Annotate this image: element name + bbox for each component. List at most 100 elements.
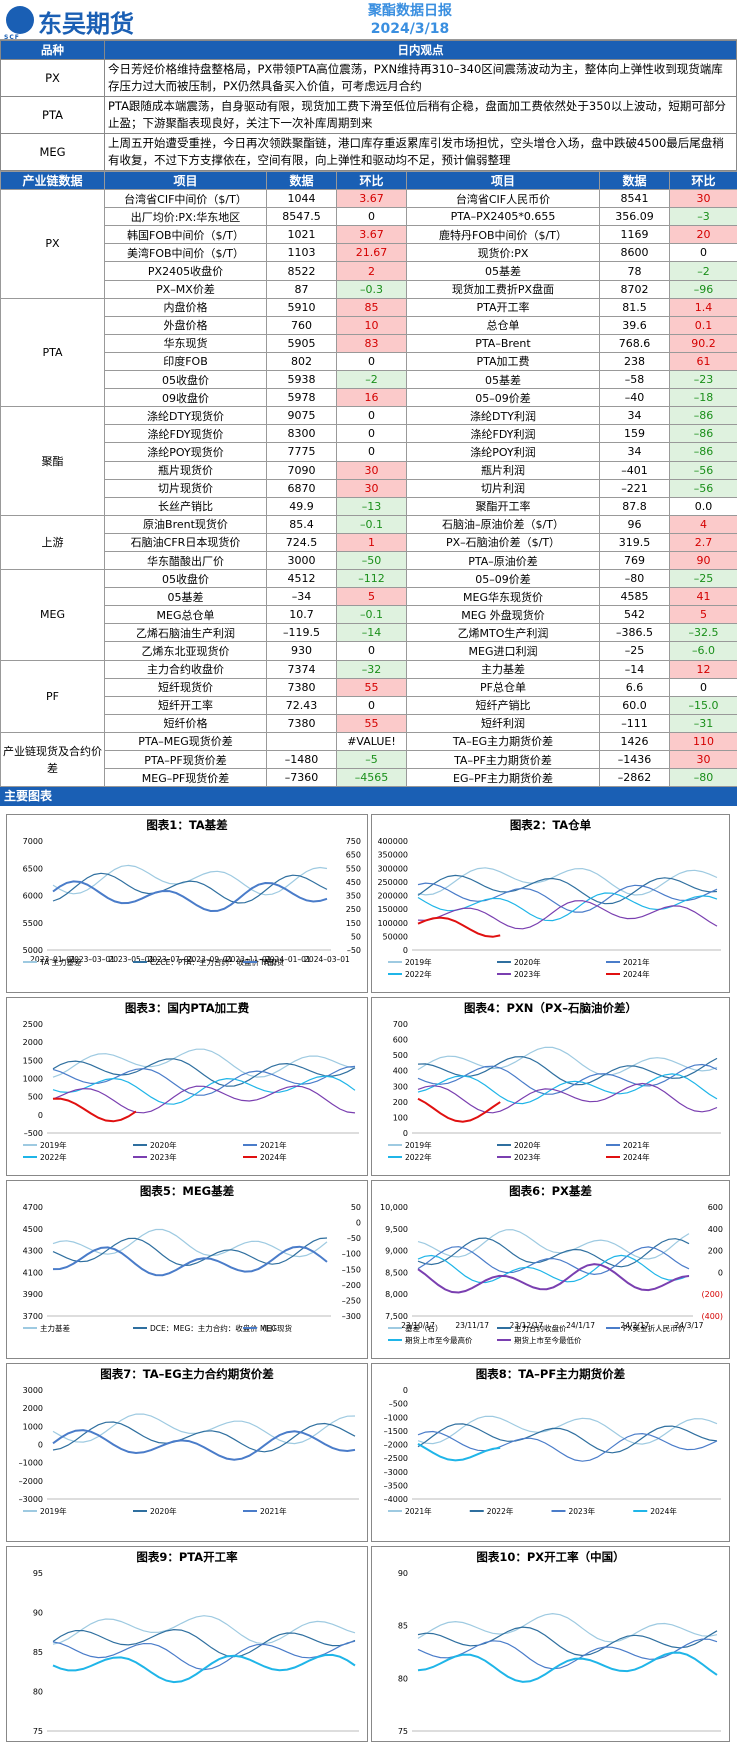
item-change: 5: [337, 588, 407, 606]
item-change: 83: [337, 334, 407, 352]
item-name: PTA–Brent: [407, 334, 600, 352]
y-tick-label: 8,000: [385, 1290, 408, 1299]
item-name: 石脑油–原油价差（$/T）: [407, 515, 600, 533]
item-value: 39.6: [600, 316, 670, 334]
y-tick-label: –3500: [384, 1482, 408, 1491]
y-tick-label: 6500: [23, 864, 43, 873]
chart-canvas: 470045004300410039003700500–50–100–150–2…: [13, 1201, 363, 1354]
y-tick-label: 50000: [383, 933, 408, 942]
item-name: MEG 外盘现货价: [407, 606, 600, 624]
y-tick-label: 150000: [378, 905, 408, 914]
item-name: 石脑油CFR日本现货价: [105, 533, 267, 551]
item-value: 96: [600, 515, 670, 533]
item-name: 短纤利润: [407, 714, 600, 732]
item-value: –386.5: [600, 624, 670, 642]
item-value: 4512: [267, 570, 337, 588]
item-change: –3: [670, 208, 737, 226]
item-change: –86: [670, 443, 737, 461]
legend-label: 2020年: [150, 1140, 177, 1150]
series-line: [418, 1084, 717, 1113]
series-line: [53, 1641, 355, 1669]
y-tick-label: 2000: [23, 1038, 43, 1047]
item-name: 05收盘价: [105, 371, 267, 389]
y-tick-label: 0: [38, 1111, 43, 1120]
item-change: 30: [337, 479, 407, 497]
item-change: –23: [670, 371, 737, 389]
item-change: 5: [670, 606, 737, 624]
item-change: 0: [337, 425, 407, 443]
y-right-tick-label: 200: [708, 1247, 723, 1256]
item-name: 华东现货: [105, 334, 267, 352]
item-change: #VALUE!: [337, 732, 407, 750]
y-tick-label: –2000: [384, 1441, 408, 1450]
item-value: 5905: [267, 334, 337, 352]
y-right-tick-label: 400: [708, 1225, 723, 1234]
brand-name: 东吴期货: [38, 4, 134, 39]
y-tick-label: 7000: [23, 837, 43, 846]
chart-title: 图表2：TA仓单: [372, 817, 729, 833]
y-tick-label: 90: [33, 1609, 43, 1618]
y-right-tick-label: –50: [347, 1234, 361, 1243]
view-category: PX: [1, 60, 105, 97]
y-tick-label: –500: [389, 1400, 408, 1409]
y-right-tick-label: 750: [346, 837, 361, 846]
y-tick-label: –2000: [19, 1477, 43, 1486]
item-name: PF总仓单: [407, 678, 600, 696]
item-change: 3.67: [337, 226, 407, 244]
y-tick-label: 1500: [23, 1057, 43, 1066]
y-tick-label: 600: [393, 1036, 408, 1045]
legend-label: 2022年: [487, 1506, 514, 1516]
item-change: 3.67: [337, 190, 407, 208]
chart-title: 图表7：TA–EG主力合约期货价差: [7, 1366, 367, 1382]
y-tick-label: 100000: [378, 919, 408, 928]
item-value: 769: [600, 551, 670, 569]
y-tick-label: 90: [398, 1569, 408, 1578]
chart-canvas: 10,0009,5009,0008,5008,0007,500600400200…: [378, 1201, 725, 1354]
section-name: 上游: [1, 515, 105, 569]
item-name: MEG总仓单: [105, 606, 267, 624]
series-line: [53, 1049, 355, 1077]
item-name: 印度FOB: [105, 352, 267, 370]
item-name: 鹿特丹FOB中间价（$/T）: [407, 226, 600, 244]
y-tick-label: 2000: [23, 1404, 43, 1413]
view-category: PTA: [1, 97, 105, 134]
item-change: 0: [337, 642, 407, 660]
legend-label: PX美金折人民币价: [623, 1323, 686, 1333]
item-change: –86: [670, 425, 737, 443]
legend-label: 2022年: [405, 1152, 432, 1162]
chart-title: 图表3：国内PTA加工费: [7, 1000, 367, 1016]
item-name: 乙烯MTO生产利润: [407, 624, 600, 642]
item-change: 55: [337, 714, 407, 732]
chart-title: 图表6：PX基差: [372, 1183, 729, 1199]
view-header-text: 日内观点: [105, 41, 737, 60]
item-change: –2: [337, 371, 407, 389]
item-change: –4565: [337, 769, 407, 787]
y-tick-label: 300: [393, 1082, 408, 1091]
legend-label: 2023年: [569, 1506, 596, 1516]
legend-label: 2019年: [40, 1506, 67, 1516]
legend-label: 2024年: [623, 1152, 650, 1162]
item-value: –40: [600, 389, 670, 407]
y-right-tick-label: 250: [346, 905, 361, 914]
y-tick-label: 100: [393, 1114, 408, 1123]
item-change: 21.67: [337, 244, 407, 262]
y-tick-label: –1000: [384, 1413, 408, 1422]
item-value: 85.4: [267, 515, 337, 533]
item-change: 1: [337, 533, 407, 551]
series-line: [418, 893, 717, 921]
